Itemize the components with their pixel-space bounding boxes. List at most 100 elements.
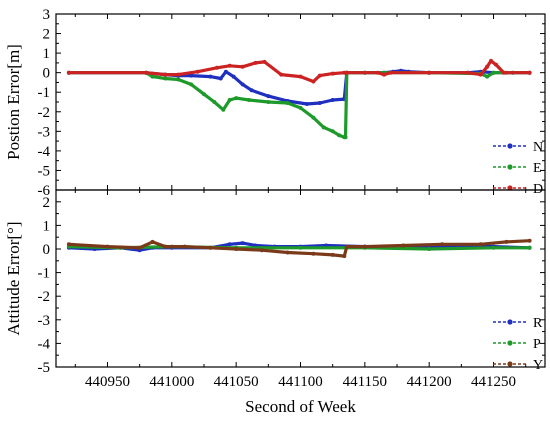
x-tick-label: 440950	[85, 374, 130, 390]
data-point	[465, 70, 470, 75]
data-point	[176, 77, 181, 82]
data-point	[137, 245, 142, 250]
data-point	[234, 96, 239, 101]
y-tick-label: -4	[38, 144, 51, 160]
data-point	[259, 248, 264, 253]
data-point	[176, 72, 181, 77]
y-tick-label: -5	[38, 163, 51, 179]
data-point	[311, 251, 316, 256]
y-tick-label: -5	[38, 360, 51, 376]
data-point	[214, 65, 219, 70]
data-point	[163, 244, 168, 249]
data-point	[227, 63, 232, 68]
data-point	[240, 241, 245, 246]
y-tick-label: -1	[38, 266, 51, 282]
legend-marker-R	[507, 319, 513, 325]
data-point	[375, 70, 380, 75]
data-point	[163, 76, 168, 81]
data-point	[144, 70, 149, 75]
data-point	[189, 82, 194, 87]
legend: NED	[493, 140, 543, 197]
data-point	[317, 101, 322, 105]
y-tick-label: 3	[43, 7, 51, 23]
plot-frame	[55, 189, 546, 368]
y-tick-label: 0	[43, 242, 51, 258]
data-point	[311, 115, 316, 120]
y-tick-label: -6	[38, 183, 51, 199]
data-point	[478, 72, 483, 77]
data-point	[304, 102, 309, 106]
legend-label-Y: Y	[533, 358, 543, 373]
legend-label-E: E	[533, 161, 542, 176]
data-point	[317, 73, 322, 78]
data-point	[212, 100, 217, 104]
data-point	[221, 107, 226, 112]
data-point	[342, 254, 347, 259]
data-point	[227, 242, 232, 247]
x-tick-label: 441250	[471, 374, 516, 390]
data-point	[249, 88, 254, 93]
y-tick-label: 2	[43, 27, 51, 43]
data-point	[343, 135, 348, 140]
y-tick-label: 2	[43, 195, 51, 211]
data-point	[253, 60, 258, 65]
data-point	[311, 79, 316, 84]
x-tick-label: 441100	[278, 374, 322, 390]
data-point	[234, 247, 239, 251]
data-point	[382, 72, 387, 77]
x-tick-label: 441150	[343, 374, 387, 390]
data-point	[240, 64, 245, 69]
legend-label-P: P	[533, 337, 541, 352]
legend-marker-P	[507, 340, 513, 346]
data-point	[527, 70, 532, 75]
x-tick-label: 441050	[214, 374, 259, 390]
x-tick-label: 441000	[149, 374, 194, 390]
data-point	[330, 129, 335, 134]
data-point	[485, 64, 490, 69]
data-point	[266, 94, 271, 99]
data-point	[223, 69, 228, 74]
data-point	[163, 72, 168, 77]
data-point	[485, 74, 490, 79]
data-point	[218, 76, 223, 81]
legend-marker-Y	[507, 361, 513, 367]
data-point	[285, 250, 290, 255]
y-tick-label: -4	[38, 336, 51, 352]
data-point	[231, 74, 236, 79]
data-point	[527, 238, 532, 243]
y-tick-label: 1	[43, 218, 51, 234]
series-Y	[66, 238, 532, 259]
data-point	[388, 70, 393, 75]
data-point	[150, 74, 155, 79]
data-point	[227, 98, 232, 102]
series-E	[66, 70, 532, 140]
y-tick-label: -3	[38, 313, 51, 329]
data-point	[330, 98, 335, 102]
data-point	[362, 244, 367, 249]
panel-2: 2 1 0 -1 -2 -3 -4 -5 440950 441000 441050 441100 441…	[4, 189, 546, 416]
data-point	[527, 245, 532, 250]
data-point	[105, 244, 110, 249]
x-tick-label: 441200	[407, 374, 452, 390]
series-D	[66, 58, 532, 84]
series-line-Y	[68, 239, 530, 258]
legend-label-N: N	[533, 140, 543, 155]
y-tick-label: 0	[43, 66, 51, 82]
data-point	[344, 244, 349, 249]
legend-marker-D	[507, 185, 513, 191]
data-point	[489, 58, 493, 63]
data-point	[247, 98, 251, 102]
data-point	[427, 247, 432, 251]
y-tick-label: -2	[38, 289, 51, 305]
data-point	[298, 105, 303, 110]
data-point	[285, 101, 290, 105]
legend-label-R: R	[533, 316, 543, 331]
data-point	[240, 82, 245, 87]
y-tick-label: -1	[38, 85, 51, 101]
data-point	[478, 242, 483, 247]
y-axis-label: Postion Error[m]	[4, 44, 23, 160]
data-point	[150, 239, 155, 244]
data-point	[504, 239, 509, 244]
legend-marker-N	[507, 143, 513, 149]
y-tick-label: -2	[38, 105, 51, 121]
